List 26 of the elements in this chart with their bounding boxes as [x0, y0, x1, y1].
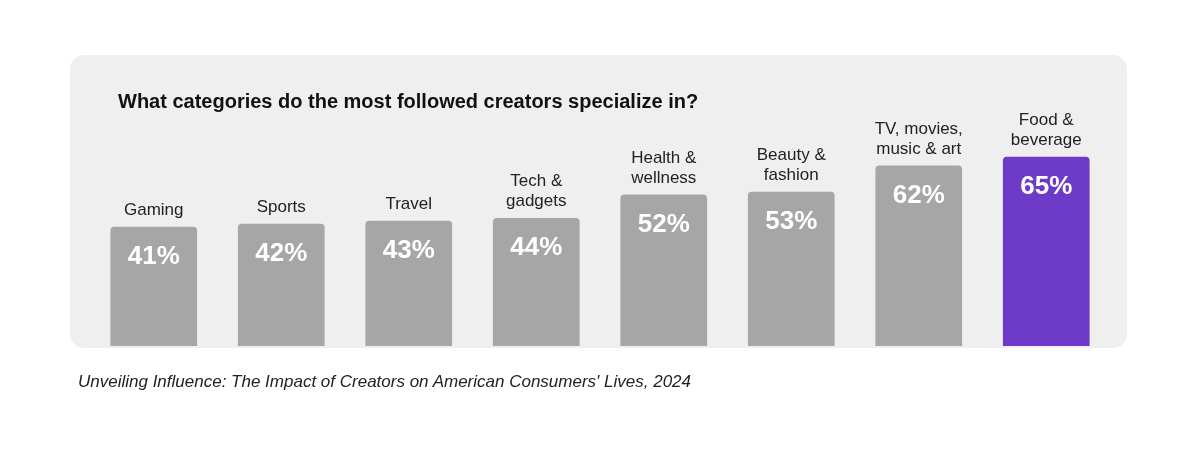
bar [237, 223, 325, 346]
x-tick-label: Gaming [123, 199, 184, 219]
bar [1002, 156, 1090, 346]
chart-title: What categories do the most followed creators specialize in? [118, 90, 699, 113]
text: Unveiling Influence: The Impact of Creators on American Consumers' Lives, 2024 [78, 372, 692, 392]
data-label: 52% [637, 207, 690, 238]
bar [620, 194, 708, 346]
data-label: 41% [127, 239, 180, 270]
x-tick-label: Food & beverage [1010, 109, 1082, 149]
x-tick-label: TV, movies, music & art [874, 118, 963, 158]
x-tick-label: Beauty & fashion [756, 144, 827, 184]
bar [875, 165, 963, 346]
data-label: 62% [892, 178, 945, 209]
bar [365, 220, 453, 346]
data-label: 44% [510, 231, 563, 262]
data-label: 43% [382, 233, 435, 264]
bar [110, 226, 198, 346]
bar [747, 191, 835, 346]
x-tick-label: Sports [256, 196, 306, 216]
data-label: 42% [255, 236, 308, 267]
x-tick-label: Tech & gadgets [506, 170, 567, 210]
x-tick-label: Travel [385, 193, 433, 213]
data-label: 65% [1020, 169, 1073, 200]
bar [492, 217, 580, 346]
data-label: 53% [765, 204, 818, 235]
x-tick-label: Health & wellness [630, 147, 698, 187]
